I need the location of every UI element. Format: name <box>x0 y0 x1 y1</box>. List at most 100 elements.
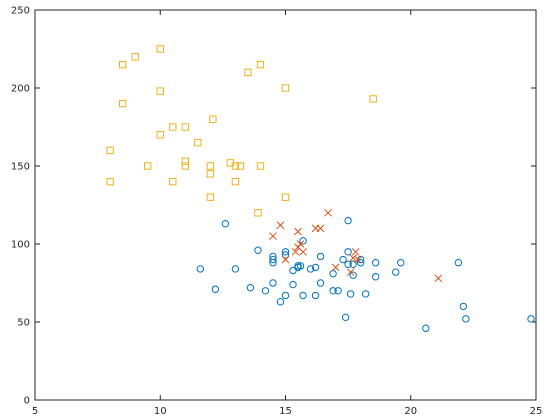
y-tick-label: 100 <box>11 240 30 251</box>
point-circle <box>334 287 342 295</box>
point-square <box>156 45 164 53</box>
series-0 <box>196 216 535 332</box>
point-square <box>156 131 164 139</box>
point-circle <box>306 265 315 273</box>
point-circle <box>269 279 277 287</box>
point-x <box>331 263 340 272</box>
point-circle <box>294 262 302 270</box>
point-x <box>351 247 360 256</box>
plot-frame <box>34 9 537 401</box>
y-tick-label: 250 <box>11 6 30 17</box>
series-2 <box>106 45 377 217</box>
x-tick-label: 10 <box>154 406 167 417</box>
point-square <box>206 193 215 201</box>
point-square <box>369 95 377 103</box>
point-circle <box>196 265 205 273</box>
point-square <box>118 99 127 108</box>
point-circle <box>311 263 320 272</box>
point-circle <box>344 216 352 225</box>
point-circle <box>281 291 290 300</box>
point-x <box>294 227 302 236</box>
point-circle <box>281 248 290 256</box>
point-square <box>281 84 290 92</box>
point-circle <box>246 283 255 292</box>
point-circle <box>221 220 230 228</box>
point-square <box>236 162 245 170</box>
point-circle <box>462 315 470 323</box>
point-x <box>434 274 443 283</box>
point-circle <box>311 291 320 300</box>
point-circle <box>276 298 285 306</box>
point-circle <box>392 268 400 276</box>
point-square <box>181 123 190 131</box>
point-circle <box>254 246 262 254</box>
point-circle <box>371 259 380 267</box>
point-circle <box>346 290 355 298</box>
point-circle <box>231 265 240 273</box>
point-square <box>131 53 139 61</box>
point-circle <box>454 259 463 267</box>
point-square <box>181 162 190 170</box>
point-square <box>156 87 164 95</box>
point-circle <box>211 285 220 293</box>
point-x <box>269 232 277 241</box>
x-tick-label: 15 <box>279 406 292 417</box>
point-circle <box>329 287 337 295</box>
point-circle <box>371 273 380 281</box>
point-square <box>254 209 262 217</box>
axes <box>34 9 537 401</box>
point-square <box>256 162 265 170</box>
point-circle <box>349 271 357 279</box>
point-x <box>349 254 357 262</box>
point-circle <box>397 259 405 267</box>
point-circle <box>316 252 325 261</box>
point-circle <box>299 237 307 245</box>
y-tick-label: 0 <box>24 396 30 407</box>
x-tick-label: 25 <box>530 406 543 417</box>
point-circle <box>356 259 365 267</box>
point-circle <box>269 259 277 267</box>
point-circle <box>459 302 468 311</box>
point-circle <box>281 251 290 259</box>
point-circle <box>361 290 370 298</box>
x-tick-label: 20 <box>404 406 417 417</box>
point-square <box>209 115 217 123</box>
point-square <box>144 162 152 170</box>
point-x <box>291 247 300 256</box>
point-circle <box>316 279 325 287</box>
point-square <box>169 123 177 131</box>
point-x <box>354 255 362 264</box>
point-square <box>194 138 202 147</box>
point-square <box>256 60 265 69</box>
point-circle <box>289 280 297 289</box>
point-circle <box>329 269 337 278</box>
point-x <box>316 224 325 233</box>
series-1 <box>269 208 443 283</box>
point-square <box>169 177 177 186</box>
point-x <box>281 255 290 264</box>
point-circle <box>261 287 270 295</box>
y-tick-label: 200 <box>11 84 30 95</box>
point-circle <box>269 255 277 264</box>
point-square <box>106 177 114 186</box>
point-circle <box>299 291 307 300</box>
point-square <box>231 177 240 186</box>
point-square <box>106 146 114 155</box>
point-circle <box>349 260 357 268</box>
point-square <box>206 170 215 178</box>
point-circle <box>422 324 430 332</box>
point-square <box>244 68 252 77</box>
point-square <box>281 193 290 201</box>
point-square <box>231 162 240 170</box>
point-x <box>296 240 305 248</box>
point-x <box>276 221 285 230</box>
point-x <box>299 247 307 256</box>
point-square <box>118 60 127 69</box>
point-x <box>324 208 332 217</box>
point-circle <box>527 315 535 323</box>
y-tick-label: 150 <box>11 162 30 173</box>
point-circle <box>344 248 352 256</box>
point-circle <box>344 260 352 268</box>
